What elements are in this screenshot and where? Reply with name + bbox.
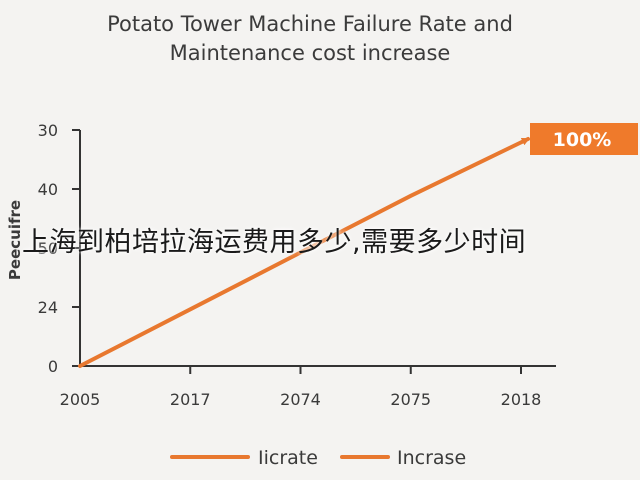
legend-label: Iicrate (258, 447, 318, 469)
chart-title-line-2: Maintenance cost increase (169, 41, 451, 65)
y-tick-label: 0 (48, 357, 58, 376)
overlay-text: 上海到柏培拉海运费用多少,需要多少时间 (22, 227, 527, 258)
x-tick-label: 2018 (501, 390, 542, 409)
y-tick-label: 30 (38, 121, 58, 140)
y-tick-label: 50 (38, 239, 58, 258)
y-axis-label: Peecuifre (6, 200, 24, 280)
end-value-badge (530, 123, 638, 155)
y-tick-label: 40 (38, 180, 58, 199)
x-tick-label: 2017 (170, 390, 211, 409)
legend-label: Incrase (397, 447, 466, 469)
chart-title: Potato Tower Machine Failure Rate and Ma… (0, 10, 620, 68)
x-tick-label: 2005 (60, 390, 101, 409)
end-value-label: 100% (553, 129, 612, 151)
chart-title-line-1: Potato Tower Machine Failure Rate and (107, 12, 513, 36)
y-tick-label: 24 (38, 298, 58, 317)
x-tick-label: 2074 (280, 390, 321, 409)
x-tick-label: 2075 (390, 390, 431, 409)
series-line-iicrate (78, 137, 530, 368)
